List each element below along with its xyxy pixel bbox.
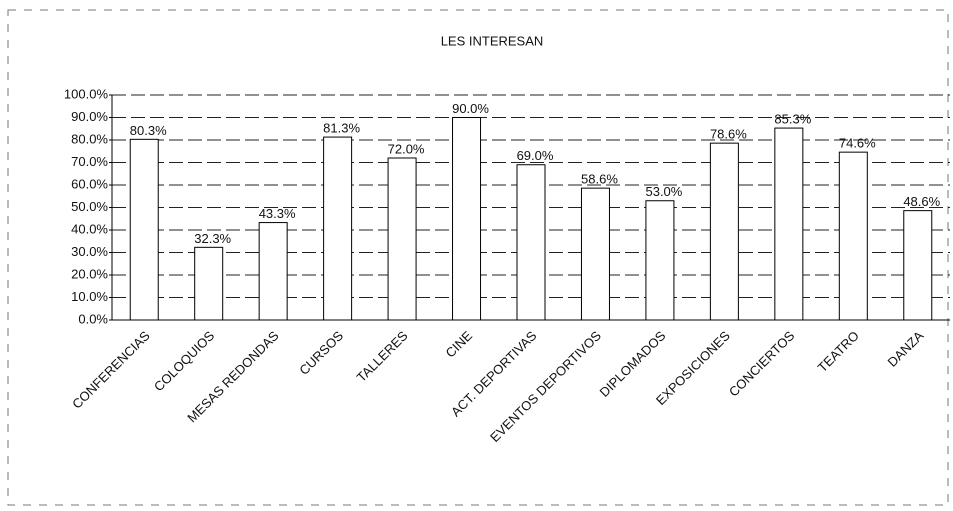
bar xyxy=(194,246,224,321)
bar xyxy=(452,117,482,321)
bar xyxy=(129,138,159,321)
y-tick-label: 20.0% xyxy=(71,266,108,281)
x-tick-label: CURSOS xyxy=(296,328,346,378)
value-label: 32.3% xyxy=(194,231,231,246)
value-label: 48.6% xyxy=(903,194,940,209)
x-tick-label: COLOQUIOS xyxy=(151,328,218,395)
bar xyxy=(903,210,933,321)
y-tick-label: 40.0% xyxy=(71,221,108,236)
y-tick-label: 50.0% xyxy=(71,199,108,214)
value-label: 81.3% xyxy=(323,121,360,136)
y-tick-label: 70.0% xyxy=(71,154,108,169)
x-tick-label: CINE xyxy=(443,328,476,361)
value-label: 80.3% xyxy=(130,123,167,138)
bar xyxy=(838,151,868,321)
x-tick-label: TALLERES xyxy=(354,328,411,385)
value-label: 43.3% xyxy=(259,206,296,221)
bar xyxy=(387,157,417,321)
value-label: 74.6% xyxy=(839,136,876,151)
y-tick-label: 0.0% xyxy=(78,311,108,326)
value-label: 90.0% xyxy=(452,101,489,116)
y-tick-label: 80.0% xyxy=(71,131,108,146)
bar xyxy=(580,187,610,321)
bar xyxy=(645,200,675,321)
y-tick-label: 60.0% xyxy=(71,176,108,191)
x-tick-label: DIPLOMADOS xyxy=(597,328,669,400)
chart-title: LES INTERESAN xyxy=(441,33,544,48)
x-tick-label: EVENTOS DEPORTIVOS xyxy=(487,328,604,445)
value-label: 78.6% xyxy=(710,127,747,142)
x-tick-label: DANZA xyxy=(885,328,927,370)
bar xyxy=(774,127,804,321)
y-tick-label: 100.0% xyxy=(64,86,109,101)
value-label: 58.6% xyxy=(581,172,618,187)
bar xyxy=(709,142,739,321)
chart-frame xyxy=(7,9,949,506)
value-label: 69.0% xyxy=(517,148,554,163)
x-tick-label: TEATRO xyxy=(815,328,862,375)
x-tick-label: CONFERENCIAS xyxy=(69,328,153,412)
value-label: 72.0% xyxy=(388,141,425,156)
value-label: 85.3% xyxy=(774,112,811,127)
bar xyxy=(323,136,353,321)
value-label: 53.0% xyxy=(645,184,682,199)
x-tick-label: CONCIERTOS xyxy=(726,328,798,400)
y-tick-label: 30.0% xyxy=(71,244,108,259)
y-tick-label: 90.0% xyxy=(71,109,108,124)
y-tick-label: 10.0% xyxy=(71,289,108,304)
bar xyxy=(516,164,546,321)
bar xyxy=(258,222,288,321)
